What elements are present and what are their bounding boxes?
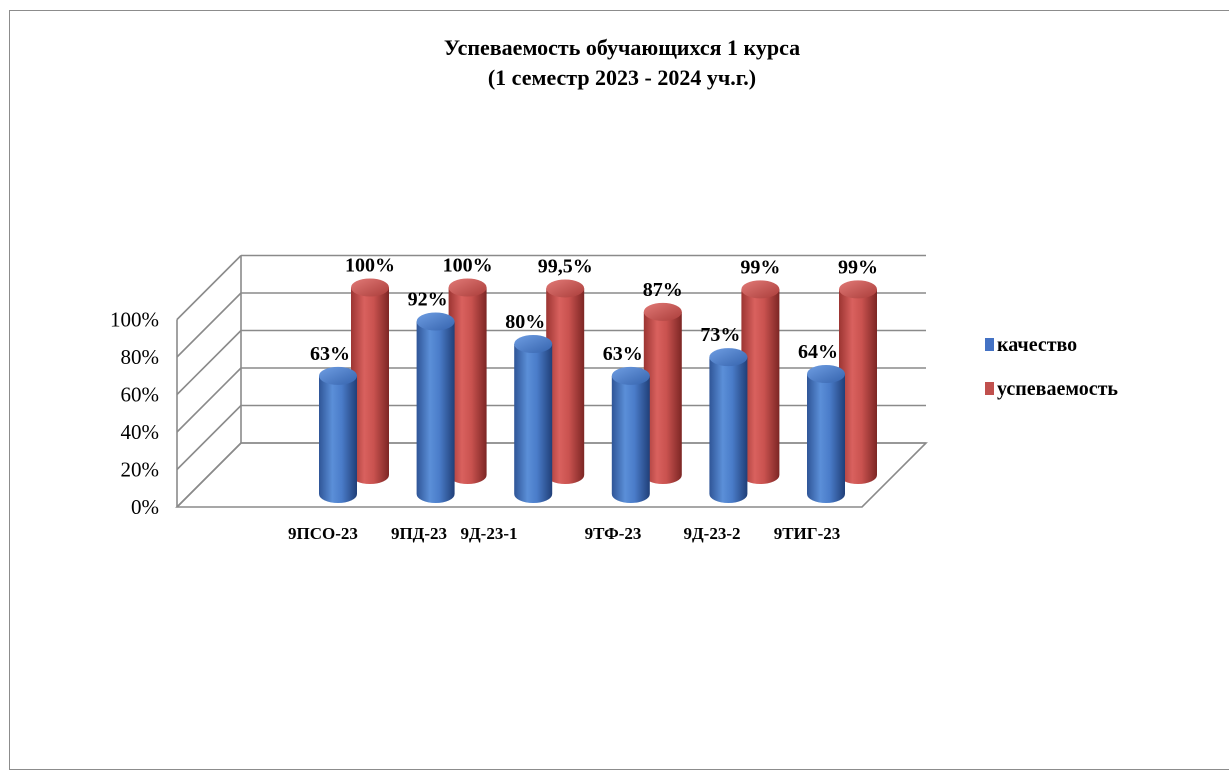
bar-kachestvo-body: [807, 374, 845, 503]
bar-kachestvo-top: [807, 365, 845, 383]
bar-kachestvo-top: [709, 348, 748, 367]
bar-uspevaemost-body: [839, 289, 877, 484]
bar-uspevaemost-top: [351, 278, 389, 297]
bar-uspevaemost-top: [643, 302, 682, 321]
legend-label-uspevaemost: успеваемость: [997, 378, 1118, 400]
bar-kachestvo-body: [514, 344, 553, 503]
bar-kachestvo-top: [416, 312, 455, 331]
chart-title-line2: (1 семестр 2023 - 2024 уч.г.): [488, 65, 756, 90]
bar-kachestvo: [611, 366, 650, 503]
data-label-kachestvo: 63%: [603, 343, 643, 365]
y-tick-label: 60%: [121, 383, 160, 407]
data-label-uspevaemost: 99,5%: [538, 255, 593, 277]
chart-title-line1: Успеваемость обучающихся 1 курса: [444, 35, 800, 60]
bar-uspevaemost-body: [643, 311, 682, 484]
bar-kachestvo: [319, 366, 357, 503]
x-tick-label: 9Д-23-2: [683, 524, 740, 543]
gridline-side: [176, 292, 242, 358]
y-tick-label: 40%: [121, 420, 160, 444]
data-label-uspevaemost: 100%: [345, 255, 395, 277]
bar-kachestvo-body: [319, 375, 357, 503]
bar-uspevaemost: [448, 278, 487, 484]
bar-uspevaemost: [643, 302, 682, 484]
data-label-kachestvo: 92%: [408, 289, 448, 311]
bar-uspevaemost-top: [546, 279, 585, 298]
data-label-kachestvo: 64%: [798, 341, 838, 363]
bar-uspevaemost: [741, 280, 780, 484]
bar-uspevaemost-top: [741, 280, 780, 299]
x-tick-label: 9ТФ-23: [585, 524, 642, 543]
y-tick-label: 100%: [110, 308, 159, 332]
bar-uspevaemost-top: [839, 280, 877, 299]
gridline-side: [176, 442, 242, 508]
legend-swatch-kachestvo: [985, 338, 994, 351]
data-label-uspevaemost: 99%: [838, 256, 878, 278]
gridline-side: [176, 367, 242, 433]
bar-kachestvo: [514, 335, 553, 503]
bar-kachestvo-body: [416, 321, 455, 503]
legend: качество успеваемость: [985, 334, 1118, 400]
bar-kachestvo-top: [514, 335, 553, 353]
bar-uspevaemost-top: [448, 278, 487, 297]
bar-uspevaemost: [351, 278, 389, 484]
data-label-kachestvo: 63%: [310, 343, 350, 365]
bar-kachestvo: [416, 312, 455, 503]
bar-uspevaemost: [839, 280, 877, 484]
bar-kachestvo-body: [611, 375, 650, 503]
bar-kachestvo: [807, 365, 845, 503]
gridline-side: [176, 329, 242, 396]
legend-label-kachestvo: качество: [997, 334, 1077, 356]
x-tick-label: 9ТИГ-23: [774, 524, 841, 543]
y-tick-label: 0%: [131, 495, 159, 519]
data-labels: 100% 100% 99,5% 87% 99% 99% 63% 92% 80% 63% 73% 64%: [310, 255, 878, 365]
bar-kachestvo-body: [709, 357, 748, 503]
data-label-kachestvo: 73%: [700, 324, 740, 346]
gridline-side: [176, 404, 242, 471]
bar-uspevaemost: [546, 279, 585, 484]
bar-kachestvo-top: [319, 366, 357, 385]
data-label-uspevaemost: 87%: [643, 279, 683, 301]
bar-kachestvo: [709, 348, 748, 503]
gridline-side: [176, 254, 242, 321]
bar-uspevaemost-body: [546, 288, 585, 484]
bar-uspevaemost-body: [448, 287, 487, 484]
bar-kachestvo-top: [611, 366, 650, 385]
y-tick-label: 20%: [121, 458, 160, 482]
bars: [319, 278, 877, 503]
x-tick-label: 9ПСО-23: [288, 524, 358, 543]
legend-swatch-uspevaemost: [985, 382, 994, 395]
y-tick-label: 80%: [121, 345, 160, 369]
data-label-kachestvo: 80%: [505, 311, 545, 333]
x-tick-label: 9Д-23-1: [460, 524, 517, 543]
bar-uspevaemost-body: [351, 287, 389, 484]
chart: Успеваемость обучающихся 1 курса (1 семе…: [110, 35, 1118, 543]
data-label-uspevaemost: 100%: [443, 255, 493, 277]
bar-uspevaemost-body: [741, 289, 780, 484]
data-label-uspevaemost: 99%: [740, 256, 780, 278]
x-tick-label: 9ПД-23: [391, 524, 447, 543]
